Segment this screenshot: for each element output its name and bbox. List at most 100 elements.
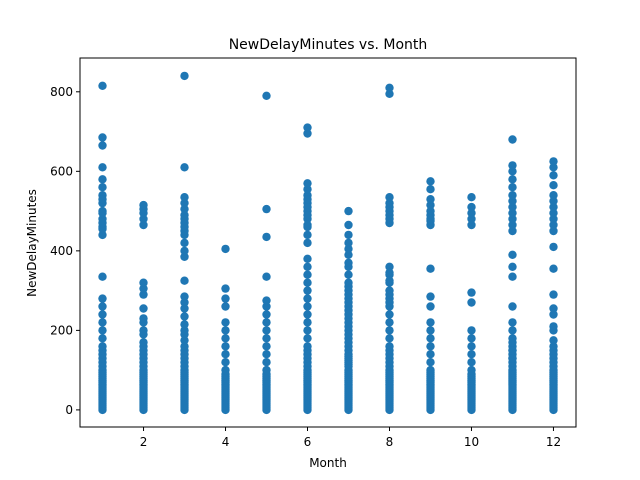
- scatter-points: [98, 71, 558, 415]
- data-point: [385, 318, 394, 327]
- x-tick-label: 8: [386, 435, 394, 449]
- data-point: [549, 322, 558, 331]
- data-point: [385, 310, 394, 319]
- x-tick-label: 2: [140, 435, 148, 449]
- data-point: [98, 175, 107, 184]
- data-point: [549, 290, 558, 299]
- y-tick-label: 800: [50, 85, 73, 99]
- data-point: [262, 350, 271, 359]
- data-point: [426, 185, 435, 194]
- data-point: [303, 210, 312, 220]
- data-point: [262, 342, 271, 351]
- data-point: [344, 270, 353, 279]
- data-point: [262, 365, 271, 375]
- data-point: [221, 334, 230, 343]
- data-point: [344, 244, 353, 254]
- data-point: [426, 318, 435, 327]
- data-point: [549, 214, 558, 224]
- data-point: [303, 123, 312, 132]
- data-point: [426, 200, 435, 210]
- data-point: [467, 208, 476, 218]
- data-point: [262, 91, 271, 101]
- data-point: [180, 326, 189, 335]
- data-point: [385, 193, 394, 202]
- data-point: [426, 365, 435, 375]
- data-point: [139, 214, 148, 224]
- data-point: [303, 286, 312, 295]
- data-point: [180, 193, 189, 202]
- data-point: [385, 83, 394, 93]
- data-point: [549, 171, 558, 180]
- data-point: [385, 89, 394, 99]
- data-point: [221, 342, 230, 351]
- data-point: [385, 326, 394, 335]
- x-axis: 2 4 6 8 10 12: [140, 427, 561, 449]
- data-point: [549, 242, 558, 252]
- data-point: [549, 304, 558, 313]
- data-point: [508, 202, 517, 212]
- data-point: [344, 206, 353, 216]
- data-point: [508, 214, 517, 224]
- data-point: [180, 276, 189, 285]
- data-point: [262, 310, 271, 319]
- data-point: [262, 272, 271, 281]
- data-point: [221, 244, 230, 254]
- data-point: [467, 214, 476, 224]
- data-point: [467, 288, 476, 297]
- data-point: [180, 312, 189, 321]
- data-point: [303, 238, 312, 248]
- data-point: [98, 318, 107, 327]
- data-point: [221, 365, 230, 375]
- data-point: [549, 202, 558, 212]
- data-point: [426, 326, 435, 335]
- plot-frame: [79, 57, 577, 428]
- data-point: [98, 195, 107, 204]
- x-axis-label: Month: [309, 456, 347, 470]
- chart-title: NewDelayMinutes vs. Month: [229, 37, 428, 53]
- data-point: [98, 224, 107, 234]
- data-point: [426, 214, 435, 224]
- data-point: [508, 191, 517, 200]
- data-point: [508, 326, 517, 335]
- data-point: [262, 318, 271, 327]
- data-point: [303, 294, 312, 303]
- data-point: [262, 204, 271, 214]
- data-point: [508, 183, 517, 192]
- data-point: [549, 196, 558, 206]
- data-point: [549, 208, 558, 218]
- data-point: [467, 350, 476, 359]
- data-point: [467, 358, 476, 367]
- data-point: [426, 350, 435, 359]
- data-point: [344, 250, 353, 259]
- data-point: [303, 129, 312, 138]
- x-tick-label: 4: [222, 435, 230, 449]
- data-point: [426, 264, 435, 273]
- y-tick-label: 200: [50, 323, 73, 337]
- data-point: [549, 226, 558, 236]
- data-point: [385, 262, 394, 271]
- data-point: [98, 183, 107, 192]
- data-point: [549, 163, 558, 172]
- data-point: [385, 276, 394, 285]
- data-point: [180, 252, 189, 261]
- data-point: [508, 226, 517, 236]
- data-point: [180, 246, 189, 256]
- data-point: [303, 278, 312, 287]
- data-point: [385, 290, 394, 299]
- data-point: [262, 232, 271, 242]
- data-point: [508, 318, 517, 327]
- x-tick-label: 12: [546, 435, 561, 449]
- data-point: [508, 302, 517, 311]
- data-point: [180, 214, 189, 224]
- data-point: [180, 222, 189, 232]
- data-point: [139, 338, 148, 347]
- data-point: [303, 310, 312, 319]
- data-point: [467, 298, 476, 307]
- data-point: [262, 302, 271, 311]
- data-point: [303, 326, 312, 335]
- data-point: [180, 71, 189, 81]
- data-point: [508, 196, 517, 206]
- data-point: [98, 208, 107, 218]
- data-point: [262, 334, 271, 343]
